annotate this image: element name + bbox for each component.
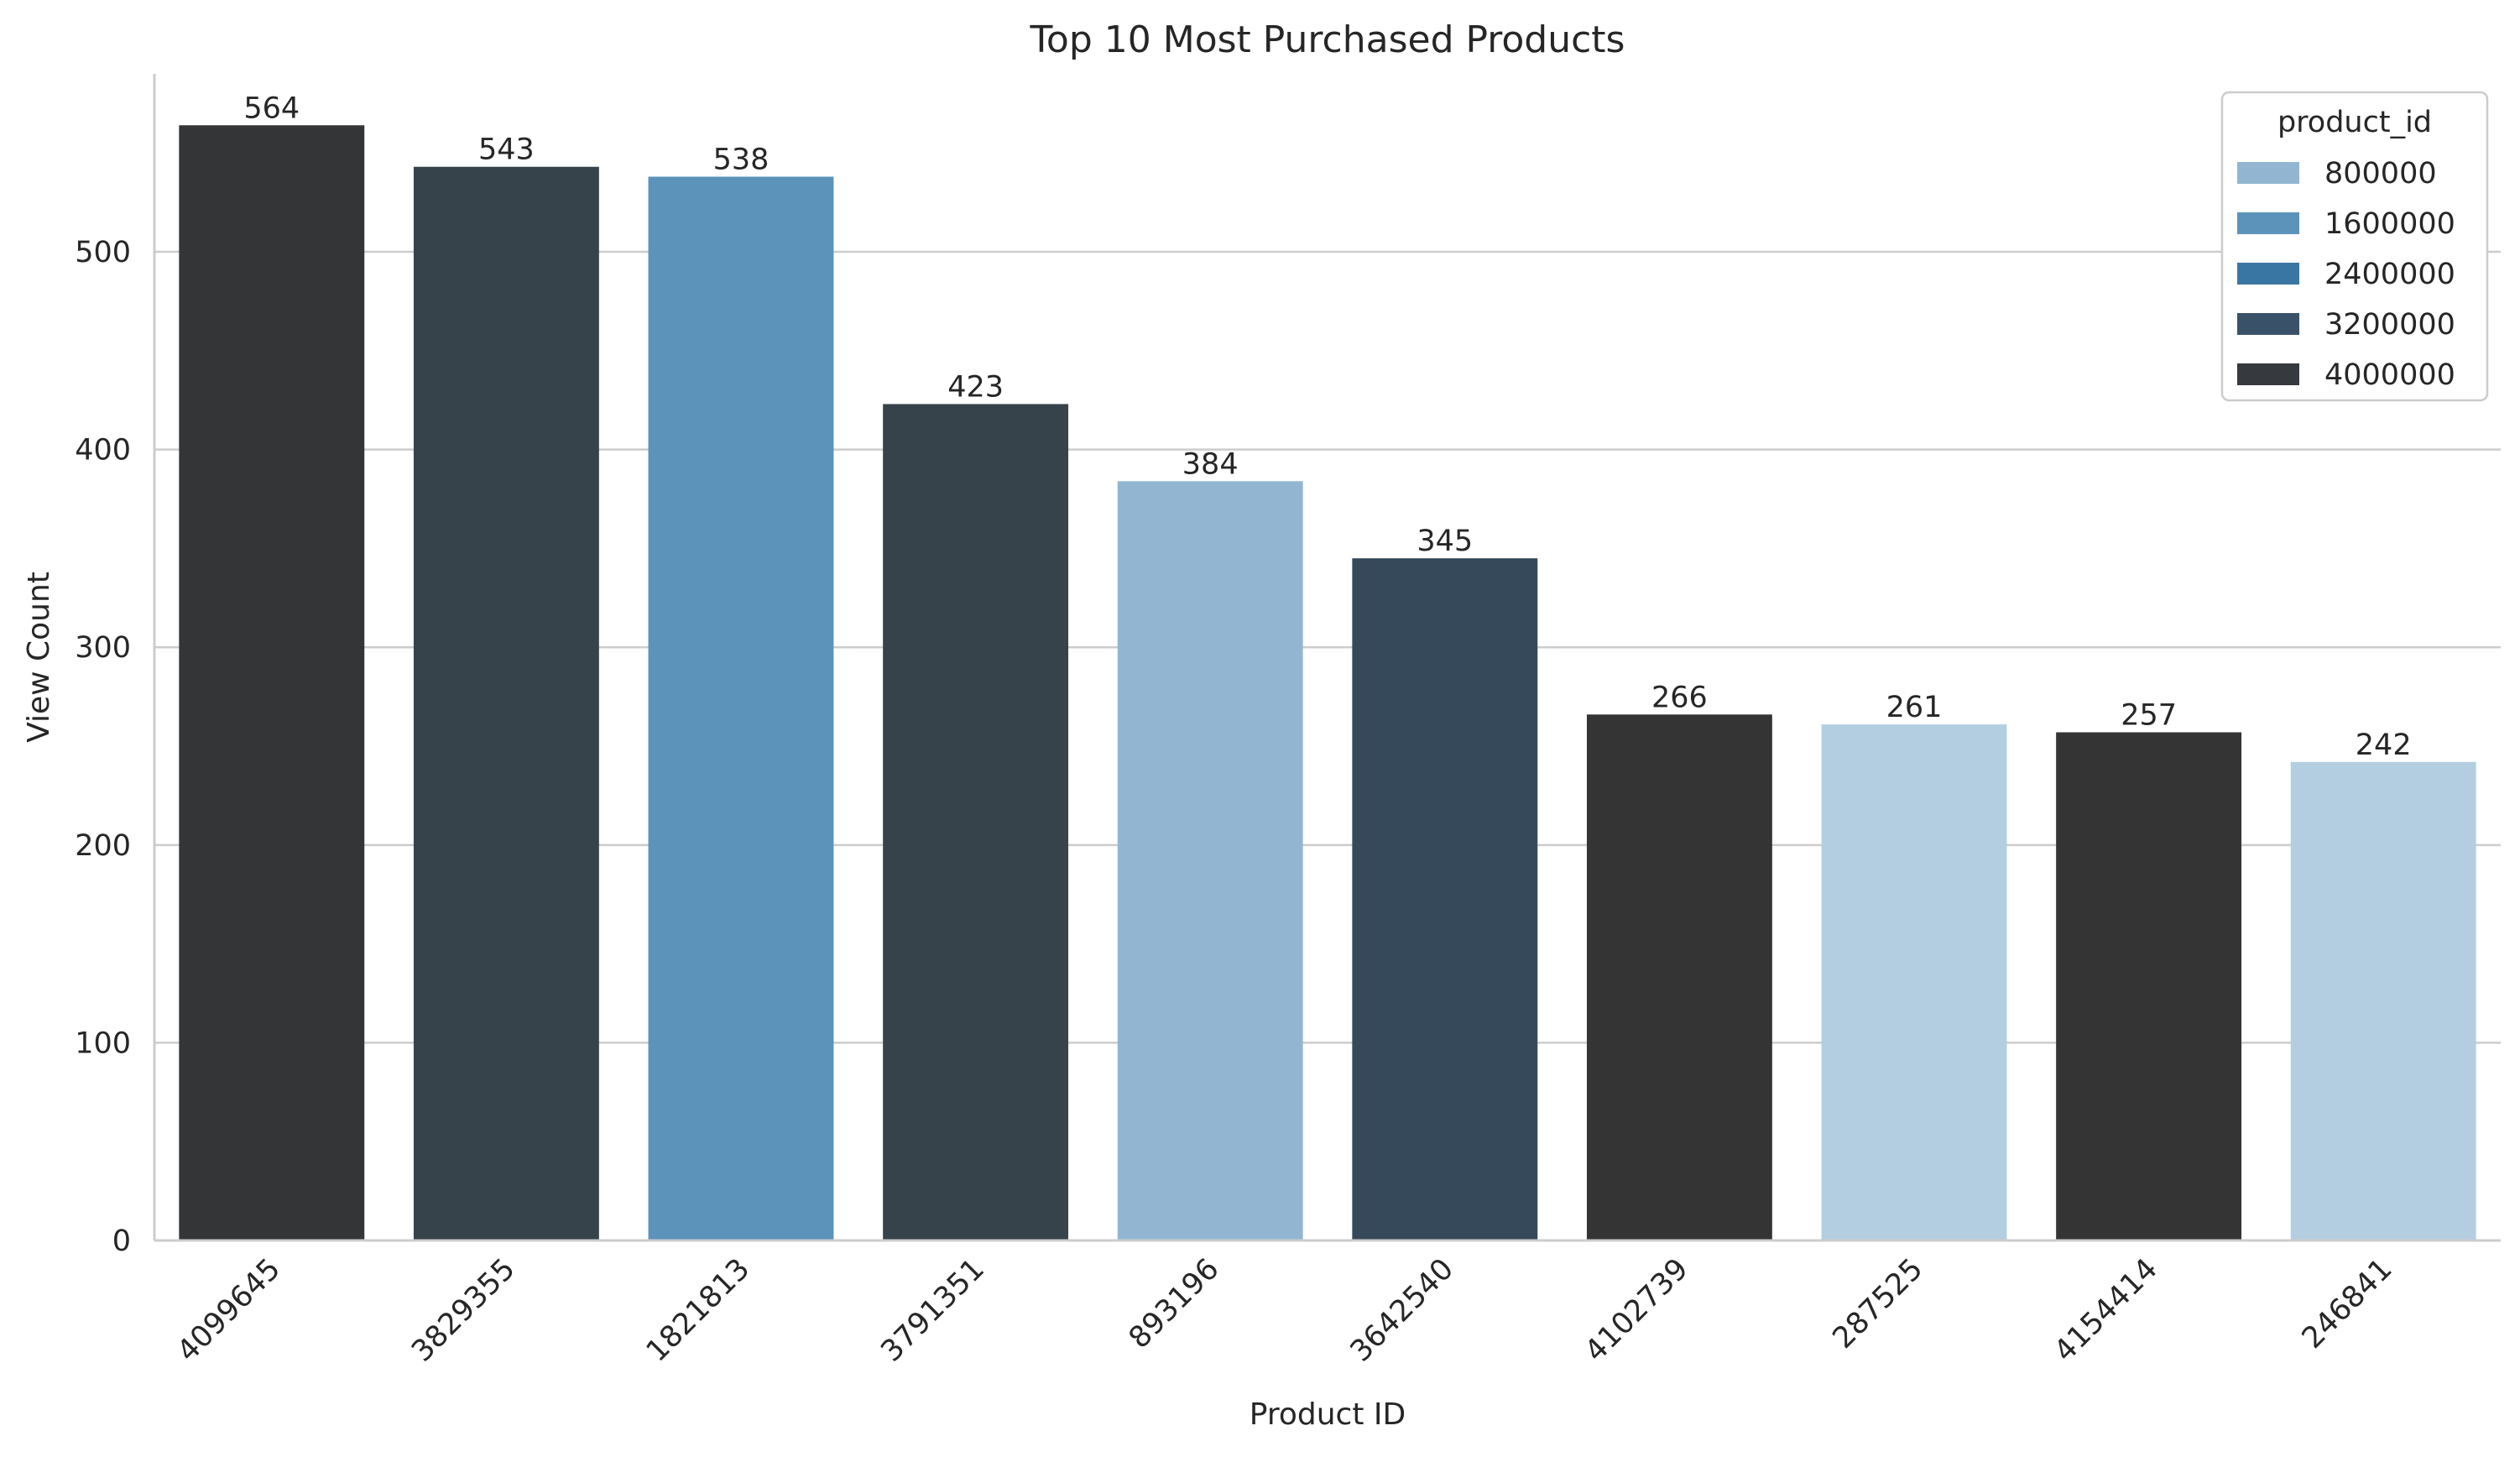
chart-title: Top 10 Most Purchased Products [1030,18,1625,61]
bar-3791351 [883,404,1069,1240]
y-tick-label: 300 [75,631,131,665]
bar-287525 [1821,724,2007,1240]
data-label-3829355: 543 [478,133,535,167]
legend-label-800000: 800000 [2324,157,2437,191]
bar-4102739 [1586,714,1772,1240]
legend-swatch-800000 [2237,162,2299,184]
data-label-4099645: 564 [243,91,300,125]
legend-label-4000000: 4000000 [2324,358,2455,392]
legend-title: product_id [2277,106,2432,139]
data-label-4102739: 266 [1651,681,1708,714]
bar-4099645 [179,125,365,1240]
data-label-3642540: 345 [1417,525,1473,558]
legend-label-1600000: 1600000 [2324,207,2455,241]
legend-swatch-2400000 [2237,263,2299,285]
legend-label-3200000: 3200000 [2324,308,2455,342]
data-label-893196: 384 [1182,447,1239,481]
bar-4154414 [2056,732,2242,1240]
bar-246841 [2290,761,2476,1240]
legend-swatch-4000000 [2237,363,2299,385]
legend-swatch-3200000 [2237,313,2299,335]
legend-swatch-1600000 [2237,212,2299,234]
data-label-287525: 261 [1886,691,1943,724]
data-label-3791351: 423 [947,370,1004,404]
y-tick-label: 100 [75,1026,131,1060]
y-tick-label: 200 [75,829,131,863]
x-axis-label: Product ID [1250,1397,1406,1432]
data-labels: 564 543 538 423 384 345 266 261 257 242 [243,91,2411,762]
bar-3829355 [413,166,599,1241]
bar-3642540 [1352,558,1538,1240]
bar-893196 [1117,481,1303,1240]
data-label-1821813: 538 [713,144,770,177]
y-tick-label: 500 [75,236,131,269]
y-tick-labels: 0 100 200 300 400 500 [75,236,131,1258]
legend: product_id 800000 1600000 2400000 3200000 40… [2220,91,2489,402]
data-label-4154414: 257 [2121,699,2177,733]
y-tick-label: 0 [112,1225,131,1258]
bars [179,125,2476,1241]
legend-entries: 800000 1600000 2400000 3200000 4000000 [2237,157,2455,392]
axes [153,74,2501,1242]
y-axis-label: View Count [22,572,56,743]
y-tick-label: 400 [75,434,131,467]
bar-1821813 [648,176,834,1241]
legend-label-2400000: 2400000 [2324,258,2455,291]
data-label-246841: 242 [2356,728,2412,762]
